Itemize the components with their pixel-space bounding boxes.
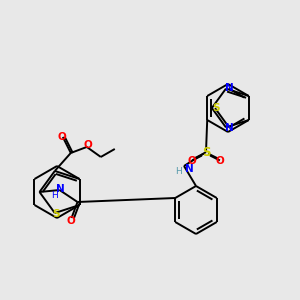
Text: S: S [52,209,59,219]
Text: H: H [176,167,182,176]
Text: O: O [188,156,196,166]
Text: O: O [66,216,75,226]
Text: N: N [225,123,233,134]
Text: N: N [56,184,65,194]
Text: N: N [225,82,233,93]
Text: S: S [202,146,210,158]
Text: H: H [51,190,58,200]
Text: S: S [212,103,220,113]
Text: O: O [216,156,224,166]
Text: N: N [184,164,194,174]
Text: O: O [57,132,66,142]
Text: O: O [83,140,92,150]
